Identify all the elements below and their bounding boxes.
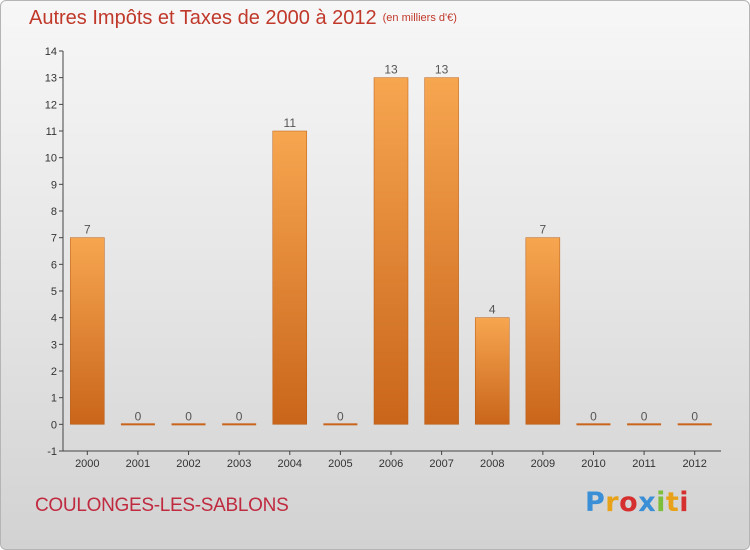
bar: [576, 423, 611, 426]
logo-letter: o: [619, 487, 639, 518]
y-tick-label: 5: [51, 286, 57, 298]
x-tick-label: 2004: [278, 458, 302, 470]
data-label: 7: [540, 223, 547, 237]
proxiti-logo: Proxiti: [585, 487, 689, 518]
y-tick-label: 13: [45, 73, 57, 85]
y-tick-label: 12: [45, 99, 57, 111]
x-tick-label: 2001: [126, 458, 150, 470]
data-label: 0: [135, 409, 142, 423]
data-label: 13: [384, 63, 398, 77]
data-label: 13: [435, 63, 449, 77]
bar: [474, 317, 510, 425]
y-tick-label: 8: [51, 206, 57, 218]
x-tick-label: 2008: [480, 458, 504, 470]
y-tick-label: 14: [45, 46, 57, 58]
data-label: 0: [691, 409, 698, 423]
y-tick-label: -1: [47, 446, 57, 458]
y-tick-label: 7: [51, 233, 57, 245]
bar: [120, 423, 155, 426]
y-tick-label: 1: [51, 393, 57, 405]
y-tick-label: 11: [46, 126, 57, 138]
x-tick-label: 2000: [75, 458, 99, 470]
chart-unit: (en milliers d'€): [382, 12, 457, 24]
x-tick-label: 2002: [176, 458, 200, 470]
x-tick-label: 2011: [632, 458, 656, 470]
x-tick-label: 2009: [531, 458, 555, 470]
logo-letter: P: [585, 487, 606, 518]
bar: [525, 237, 561, 425]
y-tick-label: 2: [51, 366, 57, 378]
data-label: 0: [641, 409, 648, 423]
bar: [373, 77, 409, 425]
data-label: 4: [489, 303, 496, 317]
bar: [171, 423, 206, 426]
y-tick-label: 0: [51, 419, 57, 431]
x-tick-label: 2006: [379, 458, 403, 470]
commune-name: COULONGES-LES-SABLONS: [35, 495, 289, 516]
y-tick-label: 4: [51, 313, 57, 325]
bar: [677, 423, 712, 426]
y-tick-label: 3: [51, 339, 57, 351]
logo-letter: i: [679, 487, 690, 518]
bar: [222, 423, 257, 426]
data-label: 0: [337, 409, 344, 423]
x-tick-label: 2003: [227, 458, 251, 470]
logo-letter: x: [638, 487, 657, 518]
logo-letter: t: [665, 487, 680, 518]
bar: [70, 237, 105, 425]
chart-title-text: Autres Impôts et Taxes de 2000 à 2012: [29, 7, 377, 29]
chart-title: Autres Impôts et Taxes de 2000 à 2012 (en…: [29, 7, 457, 30]
data-label: 0: [236, 409, 243, 423]
bar: [323, 423, 358, 426]
x-tick-label: 2010: [581, 458, 605, 470]
x-tick-label: 2005: [328, 458, 352, 470]
data-label: 7: [84, 223, 91, 237]
logo-letter: r: [605, 487, 620, 518]
x-tick-label: 2007: [429, 458, 453, 470]
y-tick-label: 9: [51, 179, 57, 191]
logo-letter: i: [656, 487, 666, 518]
bar: [627, 423, 662, 426]
y-tick-label: 6: [51, 259, 57, 271]
data-label: 11: [284, 116, 297, 130]
y-tick-label: 10: [45, 153, 57, 165]
bar: [424, 77, 459, 425]
x-tick-label: 2012: [682, 458, 706, 470]
data-label: 0: [185, 409, 192, 423]
bar: [272, 130, 308, 425]
data-label: 0: [590, 409, 597, 423]
